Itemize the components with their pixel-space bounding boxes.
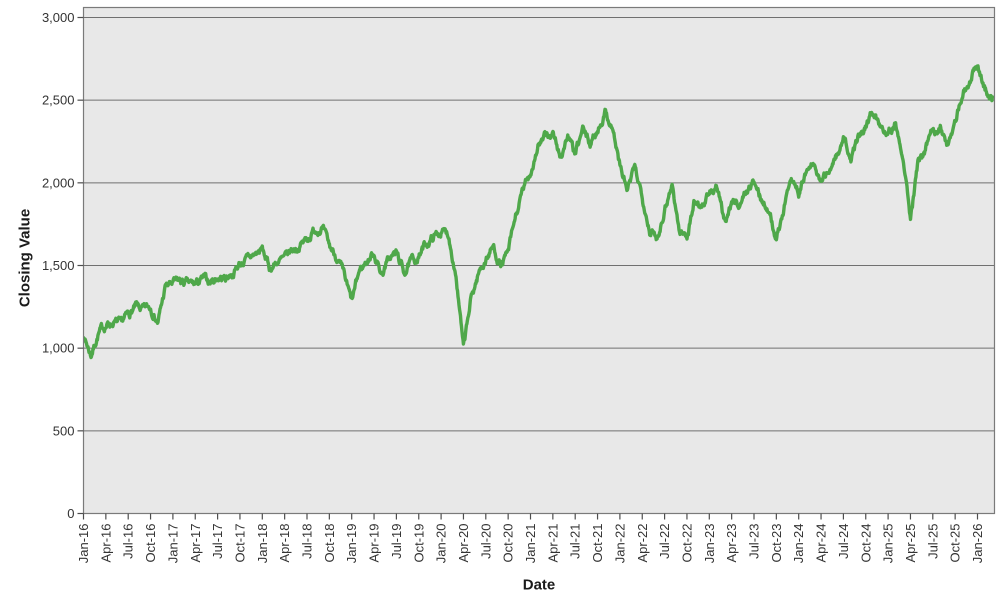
x-tick-label: Oct-18 [322,524,337,563]
x-tick-label: Apr-19 [367,524,382,563]
x-tick-label: Apr-24 [814,524,829,563]
x-tick-label: Oct-23 [769,524,784,563]
x-tick-label: Jul-24 [836,524,851,559]
x-tick-label: Jul-17 [210,524,225,559]
x-tick-label: Oct-25 [948,524,963,563]
x-tick-label: Jul-22 [657,524,672,559]
x-tick-label: Jul-18 [300,524,315,559]
x-tick-label: Jan-24 [791,524,806,564]
x-tick-label: Oct-24 [858,524,873,563]
series-line-closing-value [83,64,995,360]
y-tick-label: 2,500 [42,93,75,108]
x-tick-label: Apr-25 [903,524,918,563]
x-tick-label: Jul-19 [389,524,404,559]
x-tick-label: Jan-16 [76,524,91,564]
y-tick-label: 2,000 [42,175,75,190]
x-tick-label: Jan-18 [255,524,270,564]
y-tick-label: 1,500 [42,258,75,273]
x-tick-label: Jan-21 [523,524,538,564]
x-tick-label: Jul-20 [478,524,493,559]
x-tick-label: Apr-16 [98,524,113,563]
plot-border [82,6,996,515]
x-tick-label: Jan-20 [434,524,449,564]
x-tick-label: Jul-25 [925,524,940,559]
x-tick-label: Jul-23 [747,524,762,559]
x-tick-label: Oct-16 [143,524,158,563]
x-tick-label: Oct-19 [411,524,426,563]
x-tick-label: Oct-20 [501,524,516,563]
y-tick-label: 3,000 [42,10,75,25]
x-tick-label: Jan-26 [970,524,985,564]
x-tick-label: Jan-23 [702,524,717,564]
x-tick-label: Oct-22 [679,524,694,563]
x-tick-label: Apr-18 [277,524,292,563]
x-tick-label: Jan-25 [881,524,896,564]
x-tick-label: Jan-19 [344,524,359,564]
x-tick-label: Apr-21 [545,524,560,563]
plot-area [83,7,995,514]
x-tick-label: Apr-22 [635,524,650,563]
x-tick-label: Jan-22 [612,524,627,564]
y-tick-label: 0 [67,506,74,521]
x-tick-label: Jul-16 [121,524,136,559]
y-axis-title: Closing Value [16,208,34,308]
x-axis-title: Date [522,576,556,594]
x-tick-label: Oct-17 [232,524,247,563]
x-tick-label: Oct-21 [590,524,605,563]
y-tick-label: 500 [53,423,75,438]
x-tick-label: Apr-17 [188,524,203,563]
x-tick-label: Jul-21 [568,524,583,559]
x-tick-label: Apr-23 [724,524,739,563]
x-tick-label: Jan-17 [165,524,180,564]
y-tick-label: 1,000 [42,341,75,356]
x-tick-label: Apr-20 [456,524,471,563]
